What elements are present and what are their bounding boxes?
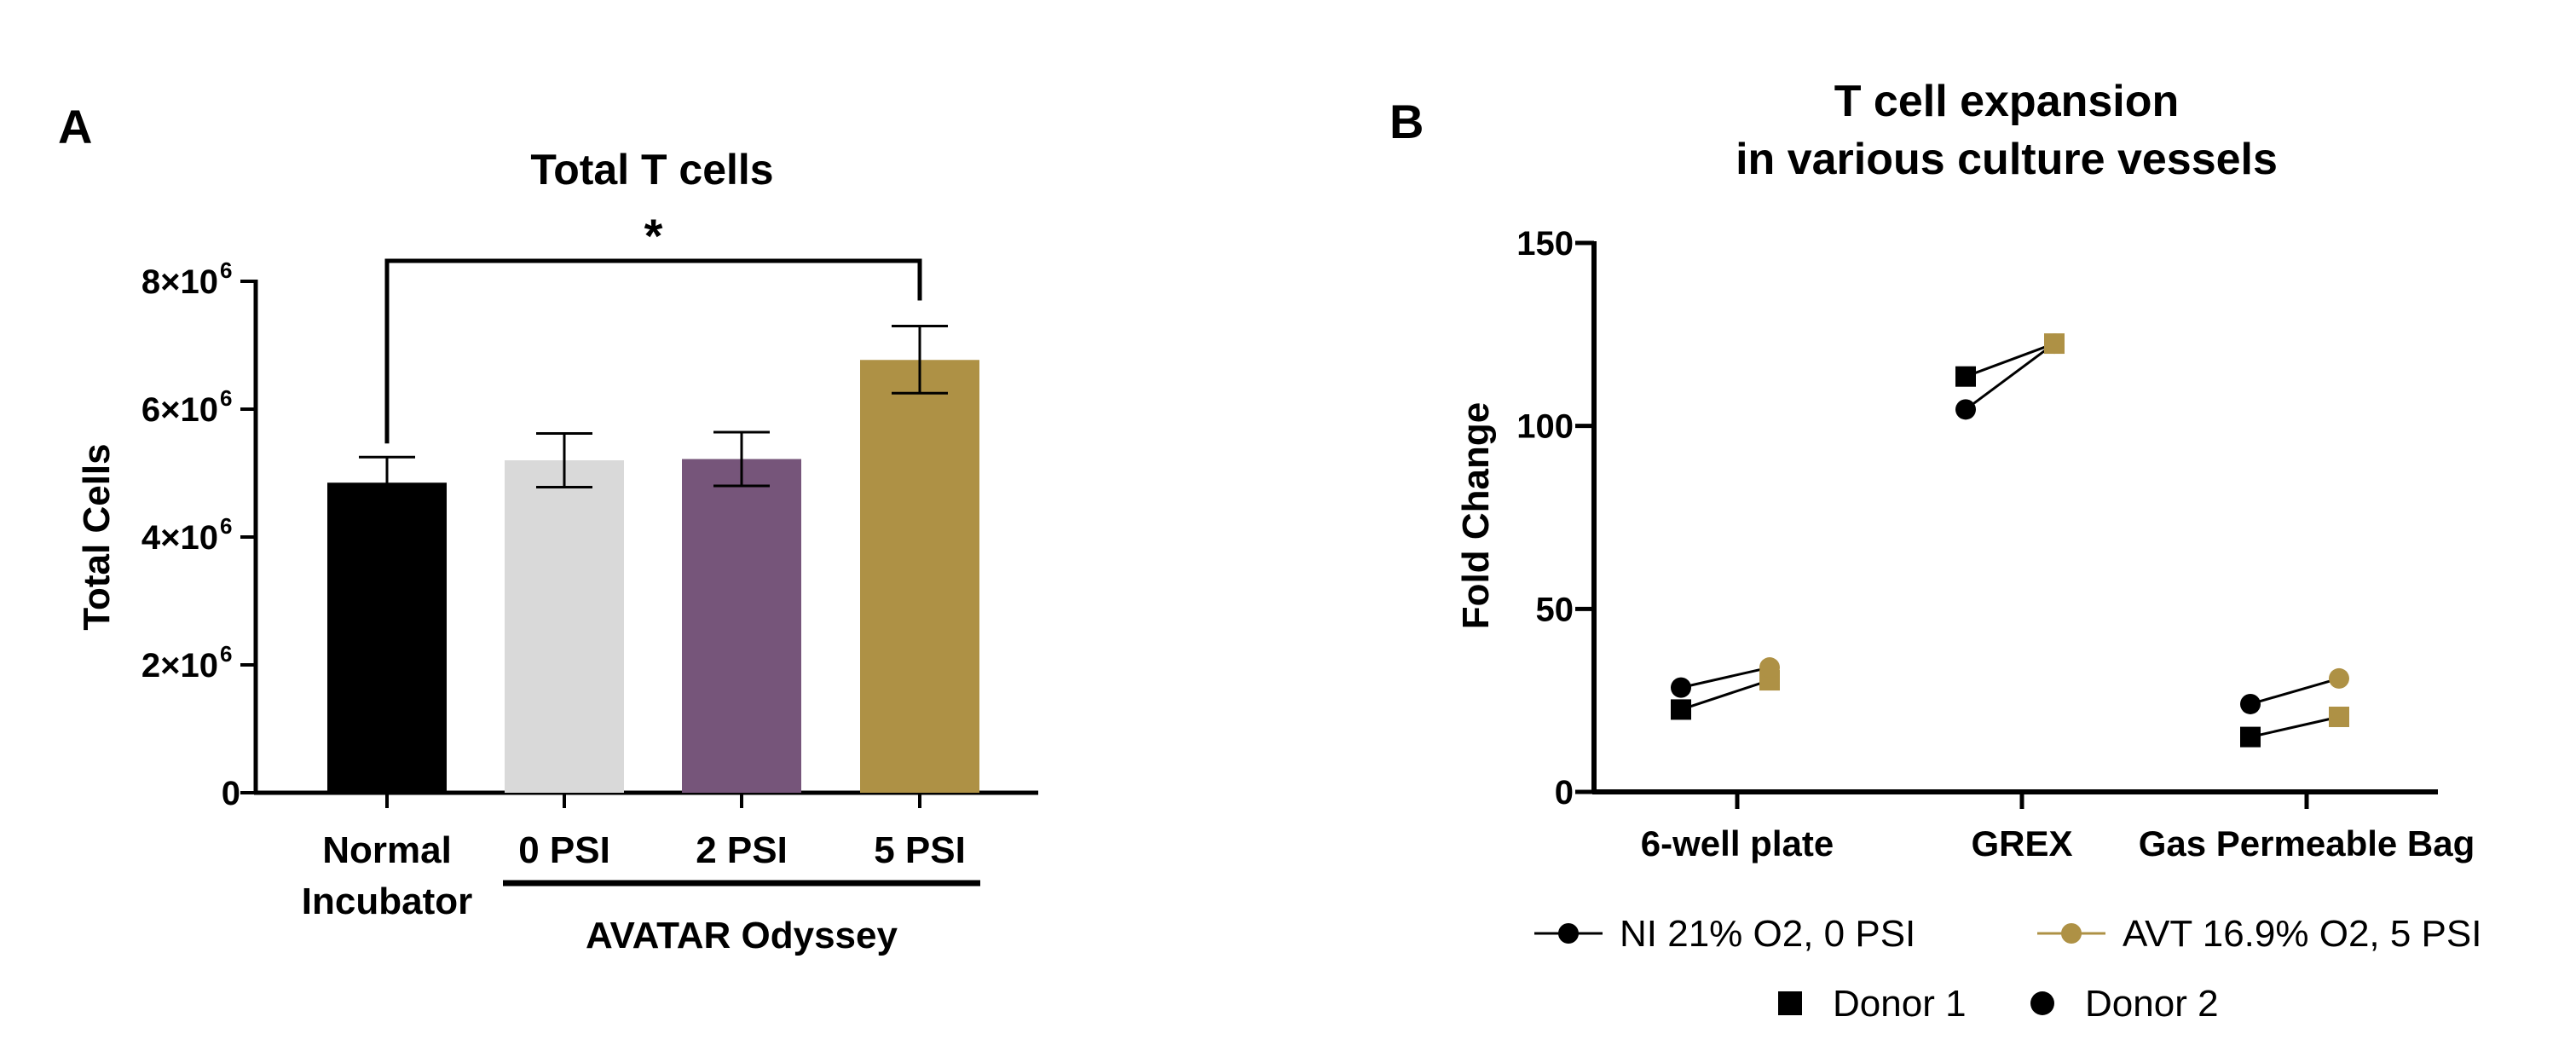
data-point [2329, 667, 2349, 689]
data-point [2329, 706, 2349, 727]
y-tick-exponent: 6 [220, 257, 232, 283]
panel-b-legend: NI 21% O2, 0 PSI AVT 16.9% O2, 5 PSI Donor… [1534, 913, 2481, 1025]
paired-line [2250, 715, 2340, 739]
panel-a-label: A [58, 100, 92, 153]
x-tick-label: 0 PSI [518, 829, 610, 871]
x-tick-label: Incubator [302, 881, 472, 922]
panel-b-title-line2: in various culture vessels [1736, 135, 2278, 184]
data-point [2044, 333, 2065, 355]
data-point [2240, 726, 2261, 748]
y-tick-label: 100 [1516, 408, 1574, 446]
y-tick-label: 6×10 [142, 391, 218, 429]
legend-marker [1558, 923, 1579, 944]
data-point [1671, 677, 1691, 698]
y-tick-exponent: 6 [220, 641, 232, 667]
y-tick-exponent: 6 [220, 385, 232, 411]
legend-marker [2030, 991, 2054, 1015]
legend-label: NI 21% O2, 0 PSI [1620, 913, 1915, 955]
panel-b-plot: 0 50 100 150 6-well plate GREX Gas Permeable B… [1516, 225, 2475, 864]
y-tick-label: 4×10 [142, 519, 218, 557]
paired-line [2250, 677, 2340, 706]
x-tick-label: 6-well plate [1641, 823, 1834, 864]
panel-a-y-axis-label: Total Cells [76, 443, 118, 630]
data-point [1955, 366, 1976, 387]
group-label: AVATAR Odyssey [586, 915, 898, 956]
paired-line [1680, 666, 1770, 690]
paired-line [1965, 342, 2055, 378]
significance-marker: * [644, 209, 663, 263]
legend-label: Donor 2 [2085, 983, 2219, 1025]
y-tick-label: 2×10 [142, 647, 218, 684]
bar [505, 460, 624, 793]
paired-line [1680, 679, 1770, 711]
data-point [1671, 699, 1691, 720]
panel-b: B T cell expansion in various culture ve… [1389, 77, 2481, 1025]
panel-b-title-line1: T cell expansion [1834, 77, 2180, 126]
y-tick-label: 150 [1516, 225, 1574, 263]
data-point [2240, 693, 2261, 714]
data-point [1955, 399, 1976, 420]
bar [327, 482, 447, 793]
x-tick-label: 2 PSI [696, 829, 788, 871]
y-tick-label: 0 [222, 775, 240, 812]
y-tick-label: 50 [1536, 591, 1574, 628]
x-tick-label: Gas Permeable Bag [2139, 823, 2475, 864]
x-tick-label: Normal [322, 829, 452, 871]
x-tick-label: 5 PSI [874, 829, 966, 871]
panel-a-title: Total T cells [530, 146, 773, 193]
paired-line [1965, 342, 2055, 411]
significance-bracket [384, 258, 922, 444]
x-tick-label: GREX [1971, 823, 2072, 864]
y-tick-label: 8×10 [142, 263, 218, 301]
y-tick-exponent: 6 [220, 513, 232, 539]
panel-a: A Total T cells Total Cells 02×10 64×10 66… [58, 100, 1038, 956]
legend-marker [2061, 923, 2082, 944]
panel-b-label: B [1389, 95, 1424, 148]
panel-b-y-axis-label: Fold Change [1455, 402, 1497, 629]
legend-label: AVT 16.9% O2, 5 PSI [2123, 913, 2481, 955]
data-point [1759, 657, 1780, 679]
bar [682, 459, 801, 793]
legend-label: Donor 1 [1833, 983, 1967, 1025]
legend-marker [1778, 991, 1802, 1015]
y-tick-label: 0 [1555, 774, 1574, 812]
bar [860, 360, 979, 793]
